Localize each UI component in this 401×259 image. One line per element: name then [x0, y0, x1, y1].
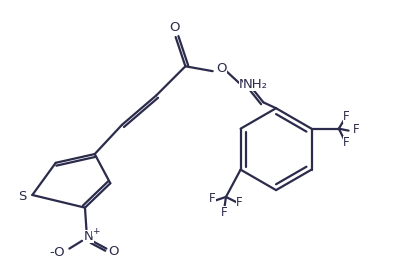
Text: O: O	[169, 21, 180, 34]
Text: F: F	[343, 111, 350, 124]
Text: +: +	[92, 227, 99, 235]
Text: -O: -O	[50, 246, 65, 259]
Text: N: N	[239, 78, 249, 91]
Text: F: F	[221, 206, 227, 219]
Text: S: S	[18, 190, 27, 203]
Text: N: N	[84, 231, 94, 243]
Text: NH₂: NH₂	[243, 78, 268, 91]
Text: O: O	[108, 245, 119, 258]
Text: F: F	[236, 196, 243, 209]
Text: F: F	[353, 123, 360, 136]
Text: F: F	[209, 192, 216, 205]
Text: O: O	[216, 62, 227, 75]
Text: F: F	[343, 136, 350, 149]
